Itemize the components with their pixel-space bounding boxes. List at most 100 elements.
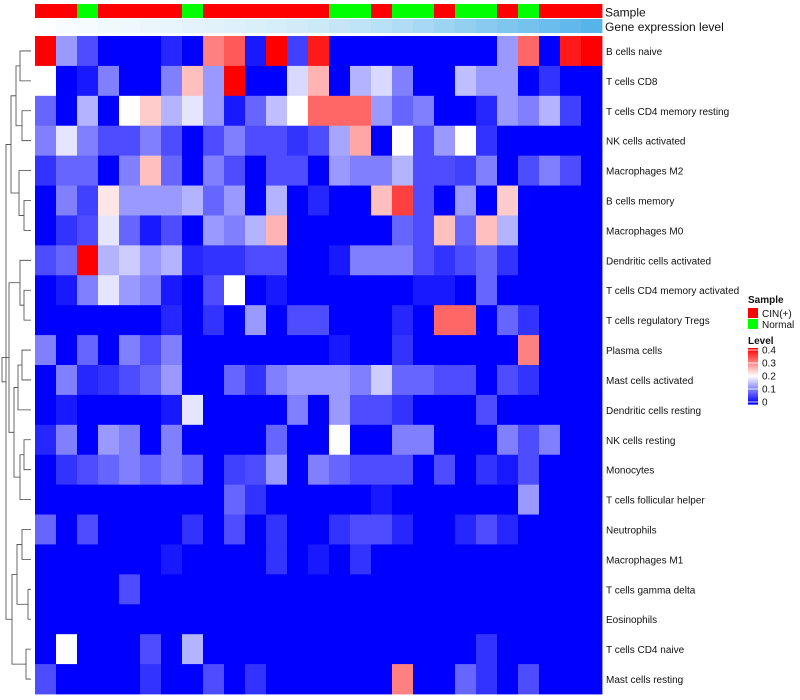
heatmap-cell (35, 484, 57, 515)
heatmap-cell (140, 65, 162, 97)
legend-swatch (748, 308, 758, 318)
sample-annotation-cell (35, 4, 57, 18)
heatmap-cell (560, 424, 582, 456)
heatmap-cell (350, 394, 372, 426)
heatmap-cell (581, 305, 603, 336)
heatmap-cell (182, 394, 204, 426)
heatmap-cell (560, 634, 582, 665)
heatmap-cell (497, 634, 519, 665)
sample-annotation-cell (308, 4, 330, 18)
expression-annotation-cell (434, 19, 456, 33)
heatmap-cell (35, 544, 57, 575)
heatmap-cell (203, 664, 225, 695)
heatmap-cell (266, 245, 288, 276)
heatmap-cell (35, 634, 57, 665)
expression-annotation-bar (35, 19, 603, 33)
heatmap-cell (518, 514, 540, 545)
heatmap-cell (434, 185, 456, 216)
heatmap-cell (203, 95, 225, 127)
heatmap-cell (518, 245, 540, 276)
heatmap-cell (98, 424, 120, 456)
heatmap-cell (119, 36, 141, 67)
heatmap-cell (371, 424, 393, 456)
heatmap-cell (140, 574, 162, 605)
heatmap-cell (77, 604, 99, 635)
expression-annotation-cell (266, 19, 288, 33)
heatmap-cell (119, 604, 141, 635)
heatmap-cell (539, 544, 561, 575)
heatmap-cell (581, 514, 603, 545)
heatmap-cell (413, 664, 435, 695)
heatmap-cell (140, 305, 162, 336)
heatmap-cell (77, 634, 99, 665)
heatmap-cell (455, 275, 477, 306)
heatmap-cell (434, 484, 456, 515)
heatmap-cell (287, 185, 309, 216)
heatmap-cell (161, 65, 183, 97)
heatmap-cell (413, 185, 435, 216)
heatmap-cell (266, 484, 288, 515)
legend-colorbar-segment (748, 348, 758, 350)
row-label: Neutrophils (606, 526, 657, 537)
heatmap-cell (266, 95, 288, 127)
legend-colorbar-segment (748, 388, 758, 391)
heatmap-cell (392, 215, 414, 246)
heatmap-cell (413, 424, 435, 456)
sample-annotation-cell (287, 4, 309, 18)
expression-annotation-cell (413, 19, 435, 33)
sample-annotation-cell (245, 4, 267, 18)
heatmap-cell (371, 365, 393, 396)
heatmap-cell (329, 125, 351, 157)
heatmap-cell (119, 245, 141, 276)
heatmap-cell (161, 574, 183, 605)
heatmap-cell (308, 215, 330, 246)
expression-annotation-cell (476, 19, 498, 33)
heatmap-cell (392, 484, 414, 515)
heatmap-cell (98, 36, 120, 67)
heatmap-cell (140, 604, 162, 635)
row-label: B cells naive (606, 47, 663, 58)
heatmap-cell (329, 484, 351, 515)
heatmap-cell (224, 125, 246, 157)
sample-annotation-cell (77, 4, 99, 18)
heatmap-cell (581, 335, 603, 366)
heatmap-cell (413, 95, 435, 127)
heatmap-cell (224, 245, 246, 276)
heatmap-cell (392, 155, 414, 186)
heatmap-cell (434, 335, 456, 366)
sample-annotation-title: Sample (605, 6, 646, 20)
heatmap-cell (413, 484, 435, 515)
heatmap-cell (182, 634, 204, 665)
heatmap-cell (140, 245, 162, 276)
heatmap-cell (119, 305, 141, 336)
heatmap-cell (581, 185, 603, 216)
heatmap-cell (287, 365, 309, 396)
heatmap-cell (161, 424, 183, 456)
heatmap-cell (98, 574, 120, 605)
heatmap-cell (140, 155, 162, 186)
heatmap-cell (371, 215, 393, 246)
heatmap-cell (560, 275, 582, 306)
expression-annotation-cell (77, 19, 99, 33)
heatmap-cell (350, 424, 372, 456)
heatmap-cell (581, 95, 603, 127)
heatmap-cell (224, 454, 246, 486)
legend-colorbar-segment (748, 402, 758, 405)
heatmap-cell (371, 305, 393, 336)
dendrogram-branch (27, 588, 31, 620)
dendrogram-branch (16, 544, 28, 605)
heatmap-cell (308, 604, 330, 635)
heatmap-cell (434, 664, 456, 695)
heatmap-cells (35, 36, 603, 695)
heatmap-cell (140, 454, 162, 486)
row-label: Macrophages M2 (606, 167, 684, 178)
heatmap-cell (182, 275, 204, 306)
legend-colorbar-segment (748, 380, 758, 383)
sample-annotation-cell (266, 4, 288, 18)
heatmap-cell (434, 454, 456, 486)
legend-colorbar-segment (748, 352, 758, 355)
heatmap-cell (518, 65, 540, 97)
heatmap-cell (77, 574, 99, 605)
heatmap-cell (518, 36, 540, 67)
heatmap-cell (224, 484, 246, 515)
